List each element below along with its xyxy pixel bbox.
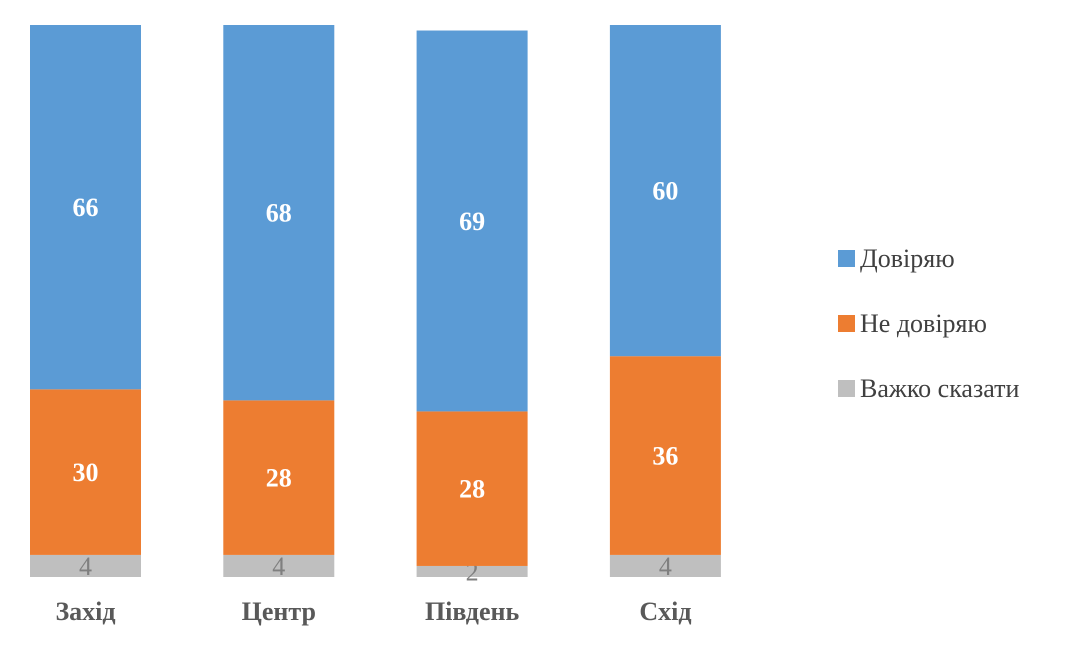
bar-hard-to-say-cat3 (416, 565, 528, 577)
bar-trust-cat2 (223, 25, 335, 401)
data-label-distrust-cat4: 36 (652, 442, 678, 471)
data-label-hard-to-say-cat1: 4 (79, 552, 92, 581)
data-label-hard-to-say-cat2: 4 (272, 552, 285, 581)
data-label-distrust-cat3: 28 (459, 475, 485, 504)
bar-hard-to-say-cat4 (609, 554, 721, 577)
bar-distrust-cat1 (30, 389, 141, 555)
data-label-trust-cat2: 68 (266, 199, 292, 228)
legend-swatch-trust (838, 250, 855, 267)
data-label-trust-cat3: 69 (459, 207, 485, 236)
category-label-cat4: Схід (639, 597, 691, 626)
category-label-cat2: Центр (242, 597, 316, 626)
legend-label-distrust: Не довіряю (860, 308, 987, 338)
data-label-trust-cat4: 60 (652, 177, 678, 206)
legend-label-trust: Довіряю (860, 243, 955, 273)
data-label-hard-to-say-cat4: 4 (659, 552, 672, 581)
legend-item-trust: Довіряю (838, 226, 1019, 291)
bar-trust-cat4 (609, 25, 721, 357)
legend-swatch-hard-to-say (838, 380, 855, 397)
bar-trust-cat3 (416, 30, 528, 412)
bar-distrust-cat3 (416, 411, 528, 566)
data-label-trust-cat1: 66 (73, 193, 99, 222)
data-label-distrust-cat2: 28 (266, 464, 292, 493)
bar-hard-to-say-cat1 (30, 554, 141, 577)
bar-trust-cat1 (30, 25, 141, 390)
legend-swatch-distrust (838, 315, 855, 332)
bar-distrust-cat2 (223, 400, 335, 555)
legend-item-hard-to-say: Важко сказати (838, 356, 1019, 421)
category-label-cat3: Південь (425, 597, 520, 626)
legend-label-hard-to-say: Важко сказати (860, 373, 1020, 403)
data-label-distrust-cat1: 30 (73, 458, 99, 487)
legend-item-distrust: Не довіряю (838, 291, 1019, 356)
chart-legend: Довіряю Не довіряю Важко сказати (838, 226, 1019, 421)
category-label-cat1: Захід (55, 597, 115, 626)
bar-hard-to-say-cat2 (223, 554, 335, 577)
bar-distrust-cat4 (609, 356, 721, 555)
